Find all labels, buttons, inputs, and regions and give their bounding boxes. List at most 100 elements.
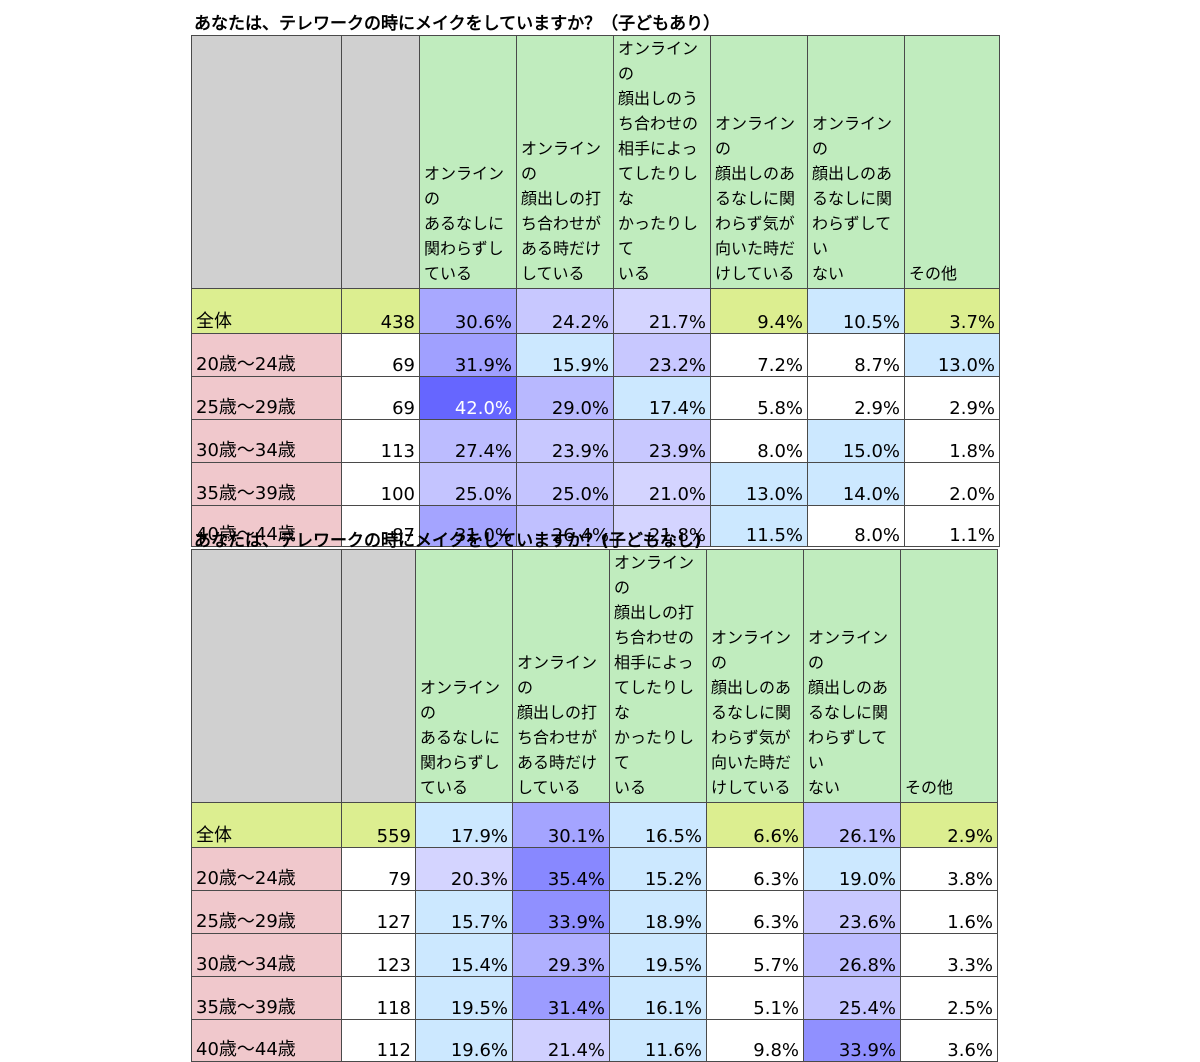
percentage-cell: 25.0% (419, 462, 517, 506)
row-label: 35歳～39歳 (191, 976, 342, 1020)
row-label: 全体 (191, 288, 342, 334)
percentage-cell: 9.8% (706, 1019, 804, 1062)
percentage-cell: 8.7% (807, 333, 905, 377)
percentage-cell: 20.3% (415, 847, 513, 891)
percentage-cell: 1.1% (904, 505, 1000, 547)
percentage-cell: 1.8% (904, 419, 1000, 463)
column-header: オンラインの あるなしに 関わらずし ている (415, 549, 513, 803)
percentage-cell: 24.2% (516, 288, 614, 334)
percentage-cell: 13.0% (904, 333, 1000, 377)
row-label: 20歳～24歳 (191, 847, 342, 891)
percentage-cell: 2.9% (904, 376, 1000, 420)
percentage-cell: 8.0% (807, 505, 905, 547)
header-blank-cell (191, 549, 342, 803)
percentage-cell: 1.6% (900, 890, 998, 934)
percentage-cell: 15.7% (415, 890, 513, 934)
table-row: 20歳～24歳 79 20.3% 35.4% 15.2% 6.3% 19.0% 3.8% (191, 847, 998, 891)
percentage-cell: 5.7% (706, 933, 804, 977)
table-row: 20歳～24歳 69 31.9% 15.9% 23.2% 7.2% 8.7% 13.0% (191, 333, 1000, 377)
column-header: オンラインの 顔出しのあ るなしに関 わらず気が 向いた時だ けしている (710, 35, 808, 289)
percentage-cell: 2.5% (900, 976, 998, 1020)
percentage-cell: 19.0% (803, 847, 901, 891)
column-header: その他 (904, 35, 1000, 289)
sample-count-cell: 69 (341, 376, 420, 420)
row-label: 25歳～29歳 (191, 890, 342, 934)
table-row: 30歳～34歳 123 15.4% 29.3% 19.5% 5.7% 26.8% 3.3% (191, 933, 998, 977)
sample-count-cell: 438 (341, 288, 420, 334)
table-row: 40歳～44歳 112 19.6% 21.4% 11.6% 9.8% 33.9% 3.6% (191, 1019, 998, 1062)
row-label: 全体 (191, 802, 342, 848)
table-row: 35歳～39歳 100 25.0% 25.0% 21.0% 13.0% 14.0% 2.0% (191, 462, 1000, 506)
percentage-cell: 26.8% (803, 933, 901, 977)
column-header: オンラインの 顔出しのあ るなしに関 わらず気が 向いた時だ けしている (706, 549, 804, 803)
table-row: 40歳～44歳 87 31.0% 26.4% 21.8% 11.5% 8.0% 1.1% (191, 505, 1000, 547)
table-row: 全体 559 17.9% 30.1% 16.5% 6.6% 26.1% 2.9% (191, 802, 998, 848)
percentage-cell: 8.0% (710, 419, 808, 463)
percentage-cell: 5.1% (706, 976, 804, 1020)
row-label: 35歳～39歳 (191, 462, 342, 506)
percentage-cell: 30.1% (512, 802, 610, 848)
percentage-cell: 26.1% (803, 802, 901, 848)
column-header: オンラインの 顔出しのあ るなしに関 わらずしてい ない (807, 35, 905, 289)
table-row: 25歳～29歳 69 42.0% 29.0% 17.4% 5.8% 2.9% 2.9% (191, 376, 1000, 420)
column-header: その他 (900, 549, 998, 803)
percentage-cell: 6.3% (706, 890, 804, 934)
percentage-cell: 21.0% (613, 462, 711, 506)
sample-count-cell: 112 (341, 1019, 416, 1062)
percentage-cell: 21.8% (613, 505, 711, 547)
percentage-cell: 17.4% (613, 376, 711, 420)
percentage-cell: 31.0% (419, 505, 517, 547)
percentage-cell: 31.4% (512, 976, 610, 1020)
percentage-cell: 16.5% (609, 802, 707, 848)
percentage-cell: 42.0% (419, 376, 517, 420)
table-row: 30歳～34歳 113 27.4% 23.9% 23.9% 8.0% 15.0% 1.8% (191, 419, 1000, 463)
percentage-cell: 2.0% (904, 462, 1000, 506)
percentage-cell: 29.0% (516, 376, 614, 420)
percentage-cell: 3.3% (900, 933, 998, 977)
percentage-cell: 31.9% (419, 333, 517, 377)
column-header: オンラインの 顔出しのう ち合わせの 相手によっ てしたりしな かったりして いる (613, 35, 711, 289)
row-label: 40歳～44歳 (191, 1019, 342, 1062)
row-label: 20歳～24歳 (191, 333, 342, 377)
header-count-cell (341, 549, 416, 803)
percentage-cell: 18.9% (609, 890, 707, 934)
column-header: オンラインの あるなしに 関わらずし ている (419, 35, 517, 289)
percentage-cell: 5.8% (710, 376, 808, 420)
percentage-cell: 15.9% (516, 333, 614, 377)
percentage-cell: 33.9% (803, 1019, 901, 1062)
table-row: 25歳～29歳 127 15.7% 33.9% 18.9% 6.3% 23.6% 1.6% (191, 890, 998, 934)
makeup-table-with-children: オンラインの あるなしに 関わらずし ている オンラインの 顔出しの打 ち合わせが ある時だけ… (191, 35, 1000, 547)
percentage-cell: 30.6% (419, 288, 517, 334)
percentage-cell: 6.6% (706, 802, 804, 848)
percentage-cell: 11.5% (710, 505, 808, 547)
header-row: オンラインの あるなしに 関わらずし ている オンラインの 顔出しの打 ち合わせが ある時だけ… (191, 35, 1000, 289)
sample-count-cell: 100 (341, 462, 420, 506)
percentage-cell: 9.4% (710, 288, 808, 334)
makeup-table-without-children: オンラインの あるなしに 関わらずし ている オンラインの 顔出しの打 ち合わせが ある時だけ… (191, 549, 998, 1062)
percentage-cell: 19.6% (415, 1019, 513, 1062)
table-title-without-children: あなたは、テレワークの時にメイクをしていますか？(子どもなし) (194, 531, 702, 551)
percentage-cell: 17.9% (415, 802, 513, 848)
percentage-cell: 15.0% (807, 419, 905, 463)
row-label: 30歳～34歳 (191, 419, 342, 463)
percentage-cell: 3.8% (900, 847, 998, 891)
sample-count-cell: 113 (341, 419, 420, 463)
percentage-cell: 23.9% (516, 419, 614, 463)
sample-count-cell: 559 (341, 802, 416, 848)
percentage-cell: 21.7% (613, 288, 711, 334)
percentage-cell: 16.1% (609, 976, 707, 1020)
table-row: 35歳～39歳 118 19.5% 31.4% 16.1% 5.1% 25.4% 2.5% (191, 976, 998, 1020)
column-header: オンラインの 顔出しの打 ち合わせの 相手によっ てしたりしな かったりして いる (609, 549, 707, 803)
percentage-cell: 15.2% (609, 847, 707, 891)
percentage-cell: 2.9% (807, 376, 905, 420)
row-label: 30歳～34歳 (191, 933, 342, 977)
header-count-cell (341, 35, 420, 289)
column-header: オンラインの 顔出しのあ るなしに関 わらずしてい ない (803, 549, 901, 803)
percentage-cell: 27.4% (419, 419, 517, 463)
column-header: オンラインの 顔出しの打 ち合わせが ある時だけ している (512, 549, 610, 803)
percentage-cell: 23.9% (613, 419, 711, 463)
percentage-cell: 6.3% (706, 847, 804, 891)
percentage-cell: 26.4% (516, 505, 614, 547)
percentage-cell: 2.9% (900, 802, 998, 848)
percentage-cell: 19.5% (609, 933, 707, 977)
